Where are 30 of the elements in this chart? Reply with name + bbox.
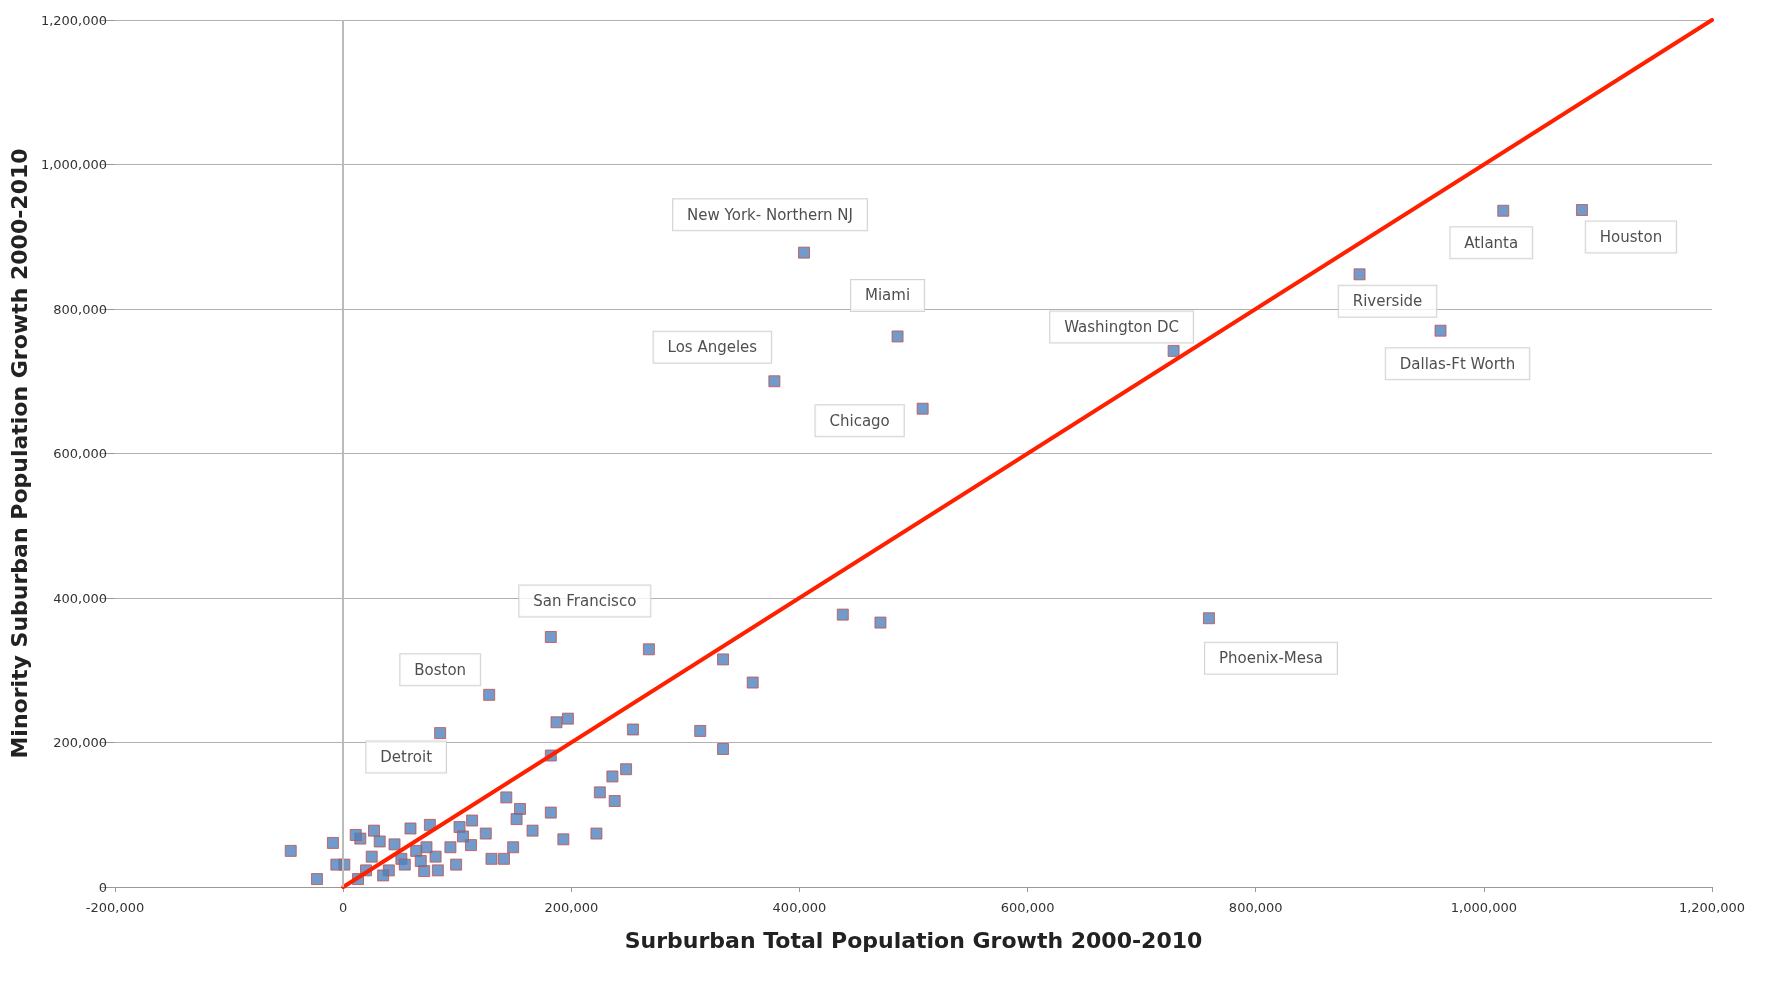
y-tick-label: 800,000 bbox=[53, 301, 108, 317]
y-axis-title: Minority Suburban Population Growth 2000-2010 bbox=[6, 148, 32, 759]
x-axis-title: Surburban Total Population Growth 2000-2010 bbox=[624, 927, 1203, 953]
y-tick-label: 400,000 bbox=[53, 590, 108, 606]
x-tick-label: 1,000,000 bbox=[1450, 900, 1517, 915]
annotation: Chicago bbox=[829, 411, 890, 430]
annotation: Atlanta bbox=[1464, 233, 1519, 252]
y-tick-label: 1,200,000 bbox=[40, 12, 108, 28]
x-tick-label: 600,000 bbox=[1000, 900, 1055, 915]
x-tick-label: 200,000 bbox=[544, 900, 599, 915]
annotation: Dallas-Ft Worth bbox=[1399, 354, 1516, 373]
x-tick-label: 1,200,000 bbox=[1678, 900, 1746, 915]
y-tick-label: 1,000,000 bbox=[40, 157, 108, 172]
annotation: New York- Northern NJ bbox=[687, 205, 853, 224]
annotation: San Francisco bbox=[533, 592, 637, 611]
y-tick-label: 0 bbox=[98, 879, 108, 895]
x-tick-label: 400,000 bbox=[772, 900, 827, 915]
annotation: Los Angeles bbox=[667, 338, 758, 357]
annotation: Riverside bbox=[1352, 292, 1423, 311]
y-tick-label: 600,000 bbox=[53, 446, 108, 461]
annotation: Phoenix-Mesa bbox=[1218, 649, 1324, 668]
y-tick-label: 200,000 bbox=[53, 735, 108, 750]
x-tick-label: -200,000 bbox=[85, 900, 145, 915]
annotation: Houston bbox=[1599, 228, 1663, 247]
annotation: Miami bbox=[865, 286, 911, 305]
x-tick-label: 800,000 bbox=[1228, 900, 1283, 915]
x-tick-label: 0 bbox=[339, 900, 348, 915]
annotation: Washington DC bbox=[1064, 317, 1180, 336]
annotation: Detroit bbox=[380, 748, 433, 767]
annotation: Boston bbox=[414, 660, 467, 679]
